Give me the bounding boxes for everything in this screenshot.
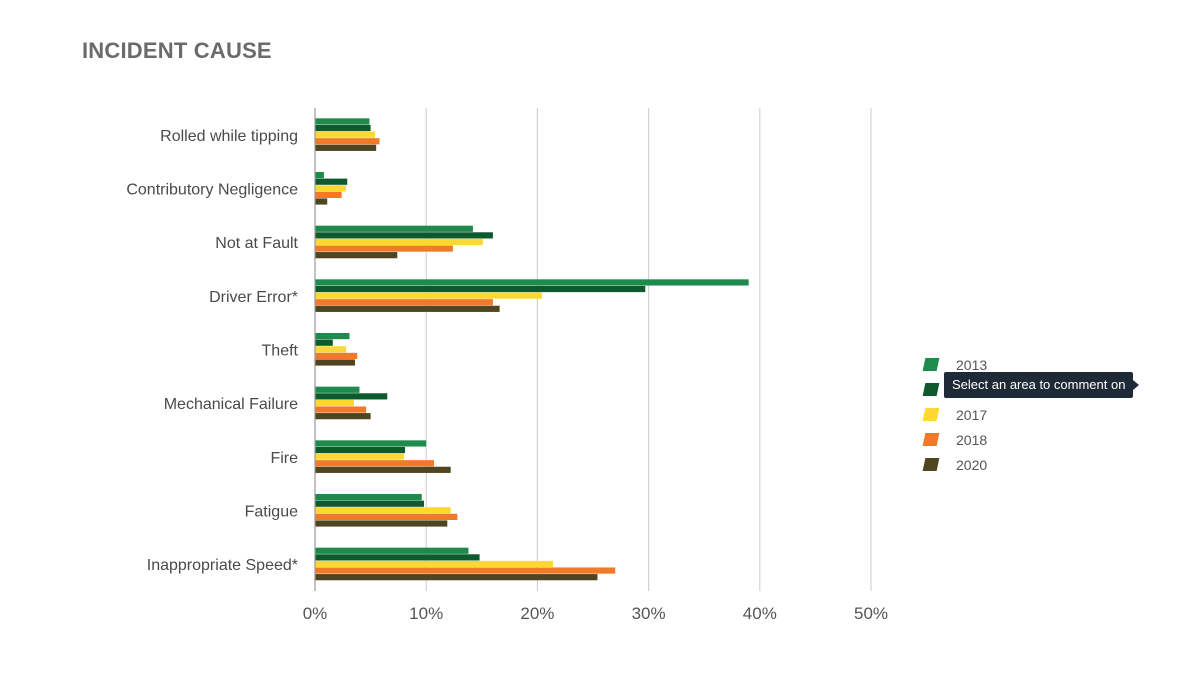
bar-2018 xyxy=(315,299,493,306)
x-tick-label: 0% xyxy=(303,604,328,623)
bar-2018 xyxy=(315,352,358,359)
bar-2013 xyxy=(315,333,350,340)
bar-2017 xyxy=(315,560,553,568)
bar-2016 xyxy=(315,500,424,507)
legend-swatch xyxy=(922,358,940,371)
legend-label: 2013 xyxy=(956,356,988,373)
bar-2013 xyxy=(315,547,469,554)
bar-2016 xyxy=(315,393,388,400)
bar-2020 xyxy=(315,198,328,205)
legend-swatch xyxy=(922,458,940,471)
bar-2013 xyxy=(315,172,324,179)
legend-swatch xyxy=(922,408,940,421)
x-tick-label: 20% xyxy=(520,604,554,623)
bar-2018 xyxy=(315,191,342,198)
bar-2017 xyxy=(315,507,451,514)
category-label: Inappropriate Speed* xyxy=(147,557,298,574)
bar-2017 xyxy=(315,346,347,353)
legend-swatch xyxy=(922,383,940,396)
bar-2020 xyxy=(315,574,598,581)
bar-2020 xyxy=(315,520,448,527)
bar-2018 xyxy=(315,513,458,520)
category-label: Theft xyxy=(262,343,299,360)
bar-2020 xyxy=(315,359,356,366)
category-label: Rolled while tipping xyxy=(160,128,298,145)
x-tick-label: 50% xyxy=(854,604,888,623)
legend-item: 2013 xyxy=(922,352,988,377)
bar-2013 xyxy=(315,279,749,286)
bar-2020 xyxy=(315,144,377,151)
bar-2016 xyxy=(315,554,480,561)
category-label: Driver Error* xyxy=(209,289,298,306)
bar-2016 xyxy=(315,178,348,185)
bar-2013 xyxy=(315,225,473,232)
bar-2013 xyxy=(315,118,370,125)
legend-item: 2017 xyxy=(922,402,988,427)
category-label: Fire xyxy=(270,450,298,467)
bar-2016 xyxy=(315,285,646,293)
comment-tooltip[interactable]: Select an area to comment on xyxy=(944,372,1140,398)
bar-2016 xyxy=(315,446,406,454)
legend: 20132016201720182020 xyxy=(922,352,988,477)
x-tick-label: 10% xyxy=(409,604,443,623)
bar-2018 xyxy=(315,567,616,574)
bar-2020 xyxy=(315,466,451,473)
category-label: Fatigue xyxy=(245,504,298,521)
bar-2018 xyxy=(315,245,453,252)
bar-2016 xyxy=(315,232,493,239)
bar-2013 xyxy=(315,386,360,393)
bar-2013 xyxy=(315,440,427,447)
bar-2020 xyxy=(315,413,371,420)
bar-2020 xyxy=(315,252,398,259)
category-label: Not at Fault xyxy=(215,235,298,252)
bar-2018 xyxy=(315,406,367,413)
bar-2017 xyxy=(315,292,542,299)
legend-item: 2020 xyxy=(922,452,988,477)
category-label: Mechanical Failure xyxy=(164,396,298,413)
legend-label: 2020 xyxy=(956,456,988,473)
bar-2017 xyxy=(315,238,483,246)
x-tick-label: 30% xyxy=(632,604,666,623)
bar-2017 xyxy=(315,453,404,460)
bar-2017 xyxy=(315,131,376,138)
x-tick-label: 40% xyxy=(743,604,777,623)
bar-2017 xyxy=(315,185,347,192)
bar-2013 xyxy=(315,494,422,501)
legend-item: 2018 xyxy=(922,427,988,452)
bar-2018 xyxy=(315,138,380,145)
legend-label: 2018 xyxy=(956,431,988,448)
bar-2016 xyxy=(315,124,371,132)
bar-2017 xyxy=(315,399,354,407)
bar-2016 xyxy=(315,339,333,346)
category-label: Contributory Negligence xyxy=(126,182,298,199)
bar-2020 xyxy=(315,305,500,312)
legend-swatch xyxy=(922,433,940,446)
bar-2018 xyxy=(315,460,434,467)
chart-title: INCIDENT CAUSE xyxy=(82,38,272,63)
legend-label: 2017 xyxy=(956,406,988,423)
